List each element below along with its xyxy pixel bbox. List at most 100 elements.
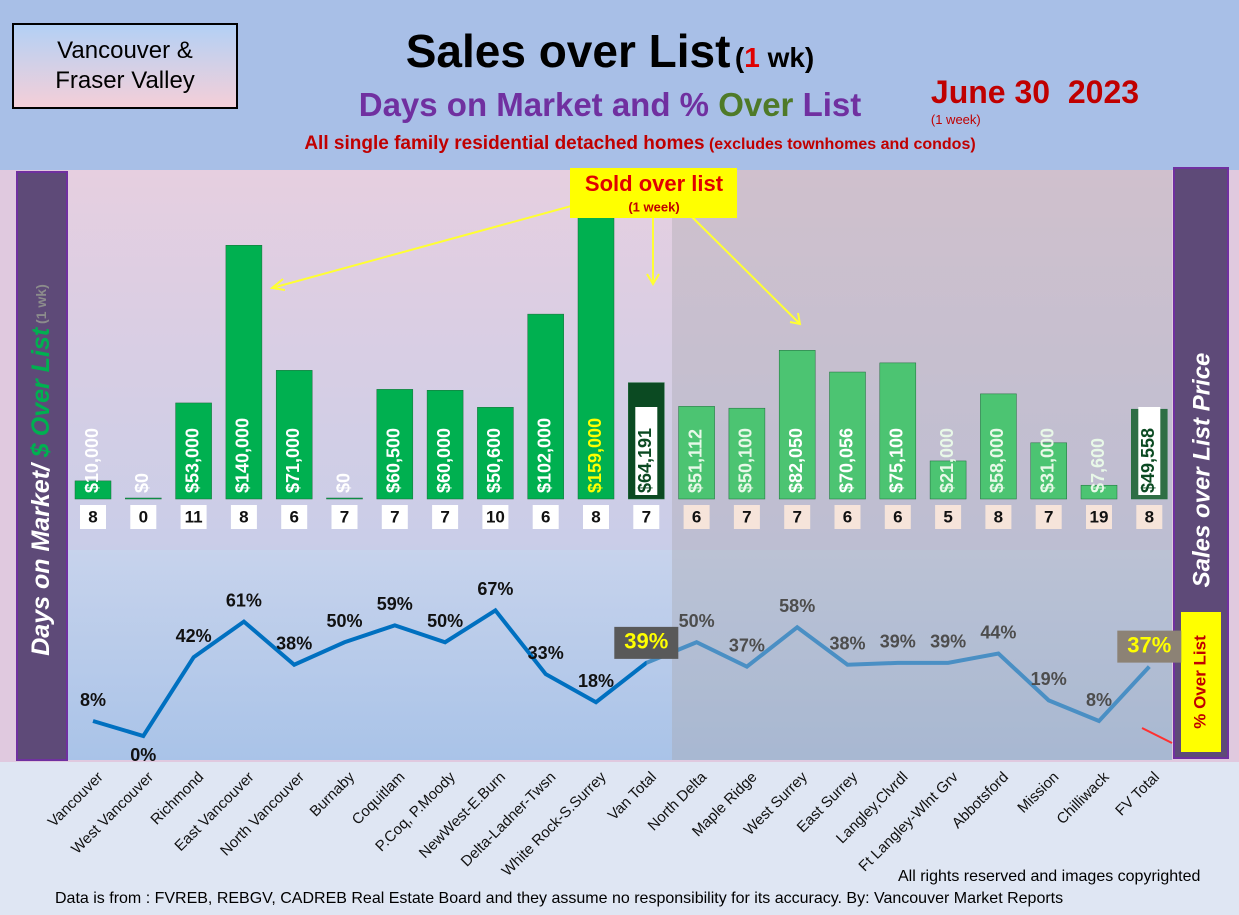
days-box xyxy=(1136,505,1163,529)
pct-label: 37% xyxy=(729,635,765,655)
days-label: 19 xyxy=(1090,507,1109,526)
description-line: All single family residential detached h… xyxy=(200,133,1080,155)
y-label-part: Days on Market/ xyxy=(27,457,55,656)
pct-label: 42% xyxy=(176,626,212,646)
days-label: 7 xyxy=(440,507,449,526)
pct-label: 58% xyxy=(779,596,815,616)
days-box xyxy=(583,505,609,529)
bar xyxy=(1030,442,1067,500)
bar xyxy=(1080,484,1118,500)
pct-label: 67% xyxy=(477,579,513,599)
arrow-head xyxy=(646,273,660,286)
days-box xyxy=(935,505,962,529)
days-box xyxy=(985,505,1012,529)
bar xyxy=(74,480,112,500)
date-line: June 30 2023 (1 week) xyxy=(922,56,1139,129)
subtitle: Days on Market and % Over List xyxy=(300,86,920,124)
arrow-head xyxy=(789,312,802,326)
bar xyxy=(326,497,363,500)
days-box xyxy=(381,505,408,529)
pct-label-box xyxy=(1117,630,1182,663)
pct-label: 50% xyxy=(427,611,463,631)
x-tick-label: FV Total xyxy=(1112,769,1163,820)
pct-label: 38% xyxy=(276,634,312,654)
value-label: $82,050 xyxy=(786,428,806,493)
value-label-box xyxy=(635,407,658,495)
days-box xyxy=(1035,505,1062,529)
days-label: 8 xyxy=(1145,507,1154,526)
days-box xyxy=(784,505,811,529)
days-label: 7 xyxy=(642,507,651,526)
x-tick-label: Delta-Ladner-Twsn xyxy=(458,769,560,871)
title-note: (1 wk) xyxy=(735,42,814,73)
days-label: 7 xyxy=(340,507,349,526)
bar xyxy=(879,362,917,500)
value-label: $10,000 xyxy=(82,428,102,493)
days-box xyxy=(331,505,358,529)
bar xyxy=(225,245,263,500)
footer-source: Data is from : FVREB, REBGV, CADREB Real… xyxy=(55,890,1064,907)
days-label: 5 xyxy=(943,507,952,526)
days-label: 8 xyxy=(239,507,248,526)
value-label: $58,000 xyxy=(987,428,1007,493)
value-label-box xyxy=(1138,407,1161,495)
days-box xyxy=(1086,505,1112,529)
bar xyxy=(527,313,564,500)
days-label: 11 xyxy=(185,507,203,526)
pct-label: 39% xyxy=(930,632,966,652)
x-tick-label: Chilliwack xyxy=(1053,768,1113,828)
value-label: $50,600 xyxy=(484,428,504,493)
days-label: 6 xyxy=(541,507,550,526)
value-label: $70,056 xyxy=(836,428,856,493)
days-label: 7 xyxy=(792,507,801,526)
days-label: 7 xyxy=(1044,507,1053,526)
description: All single family residential detached h… xyxy=(304,133,705,154)
bar xyxy=(376,389,414,500)
pct-line xyxy=(92,607,1151,739)
value-label: $71,000 xyxy=(283,428,303,493)
legend-arrow xyxy=(1141,727,1173,744)
arrow-head xyxy=(269,278,286,291)
days-label: 7 xyxy=(390,507,399,526)
days-label: 8 xyxy=(994,507,1003,526)
days-label: 8 xyxy=(591,507,600,526)
pct-label: 33% xyxy=(528,643,564,663)
days-box xyxy=(80,505,106,529)
days-label: 6 xyxy=(289,507,298,526)
days-box xyxy=(884,505,911,529)
title-note-part: 1 xyxy=(744,42,760,73)
callout-box xyxy=(570,168,737,218)
bar xyxy=(929,460,967,500)
bar xyxy=(678,406,715,500)
arrow xyxy=(689,214,801,325)
days-label: 7 xyxy=(742,507,751,526)
date-note: (1 week) xyxy=(930,112,981,127)
pct-label-box xyxy=(614,626,679,659)
value-label: $53,000 xyxy=(182,428,202,493)
x-tick-label: Ft Langley-Wlnt Grv xyxy=(855,768,962,875)
y-axis-label: Days on Market/ $ Over List (1 wk) xyxy=(27,284,55,656)
value-label: $0 xyxy=(333,473,353,493)
bar xyxy=(175,402,212,500)
pct-label: 50% xyxy=(679,611,715,631)
bar xyxy=(426,390,464,500)
days-label: 10 xyxy=(486,507,505,526)
description-note: (excludes townhomes and condos) xyxy=(708,136,976,153)
days-box xyxy=(230,505,257,529)
pct-label: 19% xyxy=(1031,669,1067,689)
value-label: $75,100 xyxy=(887,428,907,493)
days-box xyxy=(180,505,207,529)
footer-rights: All rights reserved and images copyright… xyxy=(898,868,1201,885)
value-label: $64,191 xyxy=(635,428,655,493)
x-tick-label: Mission xyxy=(1014,769,1062,817)
value-label: $7,600 xyxy=(1088,438,1108,493)
days-box xyxy=(482,505,509,529)
pct-label: 8% xyxy=(1086,690,1112,710)
y-label-panel xyxy=(16,171,68,761)
subtitle-part: Over xyxy=(718,86,794,123)
days-box xyxy=(281,505,308,529)
days-label: 6 xyxy=(893,507,902,526)
pct-label: 44% xyxy=(980,622,1016,642)
